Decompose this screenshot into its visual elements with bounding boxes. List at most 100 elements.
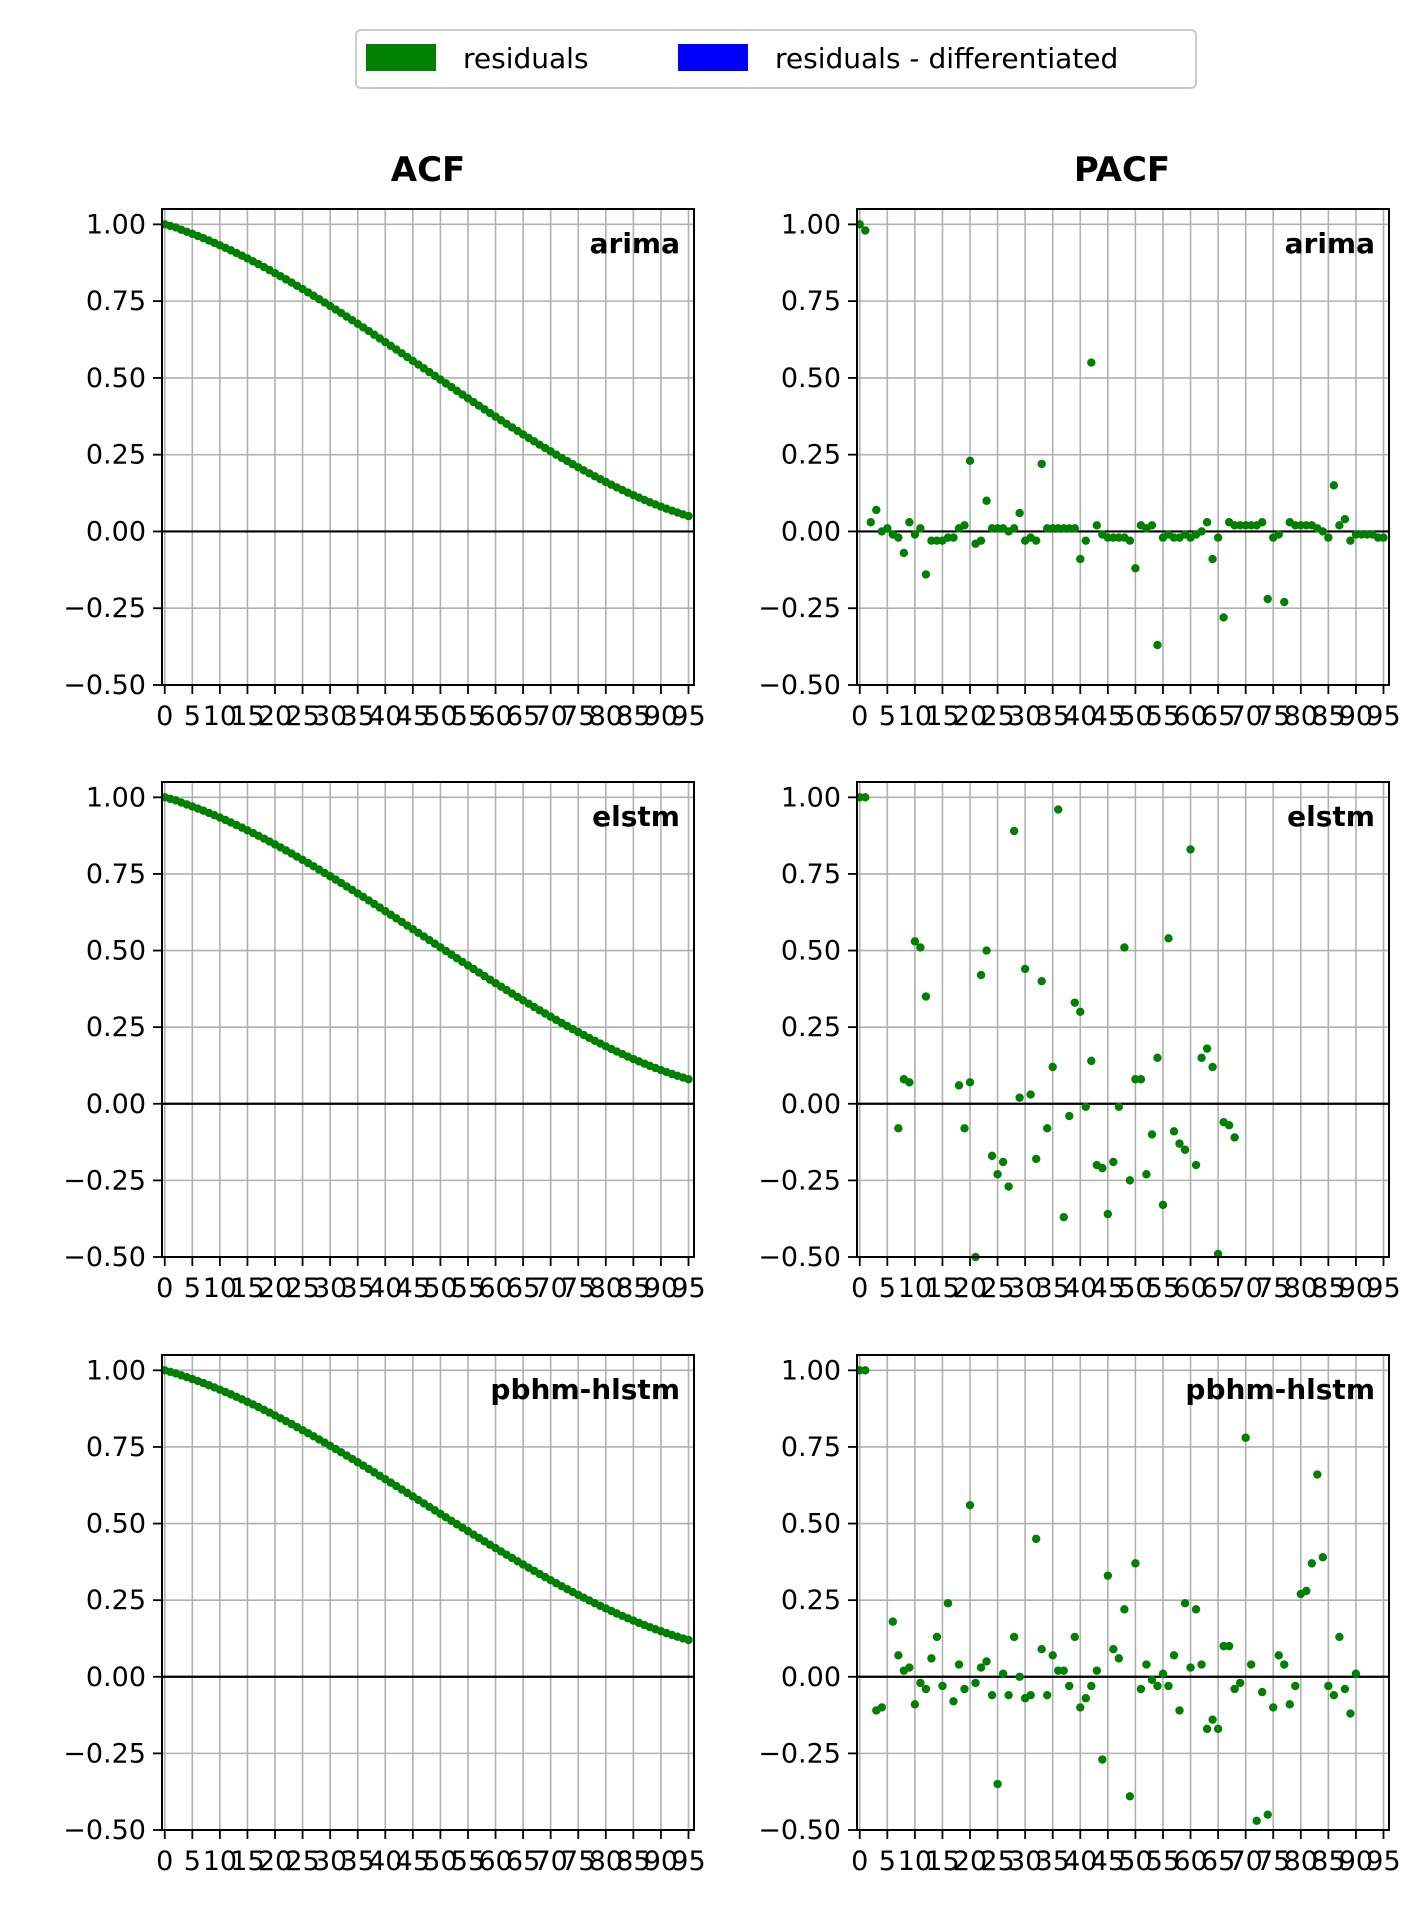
- x-tick-label: 25: [980, 1846, 1014, 1877]
- x-tick-label: 75: [1256, 1846, 1290, 1877]
- x-tick-label: 75: [561, 1846, 595, 1877]
- data-point: [910, 530, 920, 539]
- data-point: [1175, 1139, 1184, 1148]
- data-point: [1191, 1160, 1201, 1170]
- y-tick-label: −0.50: [758, 1242, 841, 1273]
- x-tick-label: 15: [230, 1846, 264, 1877]
- data-point: [1307, 1559, 1317, 1568]
- data-point: [1263, 594, 1272, 604]
- y-tick-label: 0.50: [781, 363, 841, 394]
- x-tick-label: 80: [1284, 701, 1318, 732]
- axes-frame: [161, 1354, 695, 1831]
- data-point: [932, 1632, 942, 1642]
- axes-frame: [161, 781, 695, 1258]
- y-tick-label: 0.00: [86, 516, 146, 547]
- data-point: [1258, 518, 1267, 527]
- x-tick-label: 50: [1118, 1273, 1152, 1304]
- data-point: [965, 1078, 975, 1087]
- data-point: [1263, 1810, 1272, 1819]
- data-point: [943, 1599, 953, 1608]
- x-tick-label: 95: [1366, 1846, 1400, 1877]
- data-point: [960, 521, 969, 530]
- data-point: [1285, 1700, 1294, 1709]
- data-point: [1076, 554, 1085, 564]
- data-point: [1065, 1111, 1074, 1121]
- data-point: [982, 496, 991, 505]
- data-point: [1065, 1681, 1074, 1691]
- data-point: [1335, 521, 1344, 530]
- x-tick-label: 20: [953, 1273, 987, 1304]
- data-point: [905, 1078, 914, 1087]
- pacf-column-title: PACF: [1074, 150, 1170, 190]
- data-point: [1340, 1684, 1350, 1694]
- x-tick-label: 25: [980, 701, 1014, 732]
- x-tick-label: 5: [879, 701, 896, 732]
- x-tick-label: 20: [258, 1846, 292, 1877]
- data-point: [1164, 1681, 1173, 1691]
- x-tick-label: 65: [506, 1273, 540, 1304]
- y-tick-label: 0.50: [86, 1509, 146, 1540]
- data-point: [982, 946, 991, 955]
- x-tick-label: 75: [1256, 1273, 1290, 1304]
- data-point: [1004, 1690, 1013, 1700]
- data-point: [1153, 1053, 1162, 1063]
- y-tick-label: 0.25: [781, 440, 841, 471]
- x-tick-label: 35: [1036, 701, 1070, 732]
- data-point: [1180, 1145, 1190, 1154]
- y-tick-label: 1.00: [781, 209, 841, 240]
- data-point: [894, 1651, 903, 1660]
- data-point: [1324, 1681, 1333, 1691]
- x-tick-label: 85: [1311, 1846, 1345, 1877]
- x-tick-label: 45: [396, 1846, 430, 1877]
- data-point: [1015, 1672, 1024, 1681]
- data-point: [1031, 1154, 1041, 1164]
- x-tick-label: 20: [258, 701, 292, 732]
- x-tick-label: 65: [506, 701, 540, 732]
- data-point: [861, 1366, 870, 1375]
- data-point: [938, 1681, 947, 1691]
- data-point: [1346, 1709, 1355, 1718]
- data-point: [998, 1669, 1008, 1678]
- x-tick-label: 90: [644, 1273, 678, 1304]
- data-point: [888, 1617, 898, 1626]
- x-tick-label: 30: [1008, 701, 1042, 732]
- x-tick-label: 40: [368, 1273, 402, 1304]
- x-tick-label: 80: [589, 701, 623, 732]
- data-point: [899, 548, 909, 558]
- data-point: [1103, 1209, 1113, 1219]
- x-tick-label: 65: [1201, 1273, 1235, 1304]
- x-tick-label: 85: [616, 701, 650, 732]
- x-tick-label: 50: [1118, 1846, 1152, 1877]
- panel-model-label: arima: [590, 227, 680, 260]
- data-point: [1125, 536, 1135, 545]
- y-tick-label: 0.00: [86, 1089, 146, 1120]
- panel-model-label: arima: [1285, 227, 1375, 260]
- data-point: [1087, 1056, 1096, 1066]
- data-point: [1202, 518, 1212, 527]
- y-tick-label: 1.00: [781, 782, 841, 813]
- x-tick-label: 30: [313, 701, 347, 732]
- data-point: [1081, 1694, 1090, 1703]
- data-point: [1120, 943, 1129, 952]
- x-tick-label: 10: [203, 1846, 237, 1877]
- data-point: [1213, 533, 1223, 542]
- data-point: [976, 536, 986, 545]
- y-tick-label: −0.25: [758, 1738, 841, 1769]
- panel-model-label: elstm: [592, 800, 680, 833]
- data-point: [861, 793, 870, 802]
- data-point: [1241, 1433, 1250, 1442]
- panel-model-label: elstm: [1287, 800, 1375, 833]
- data-point: [1258, 1687, 1267, 1697]
- x-tick-label: 95: [671, 1846, 705, 1877]
- data-point: [987, 1151, 997, 1161]
- data-point: [916, 1678, 925, 1688]
- data-point: [1015, 508, 1024, 518]
- x-tick-label: 55: [1146, 1273, 1180, 1304]
- data-point: [1191, 1605, 1201, 1614]
- x-tick-label: 25: [285, 1273, 319, 1304]
- y-tick-label: −0.50: [63, 1242, 146, 1273]
- data-point: [1070, 524, 1079, 533]
